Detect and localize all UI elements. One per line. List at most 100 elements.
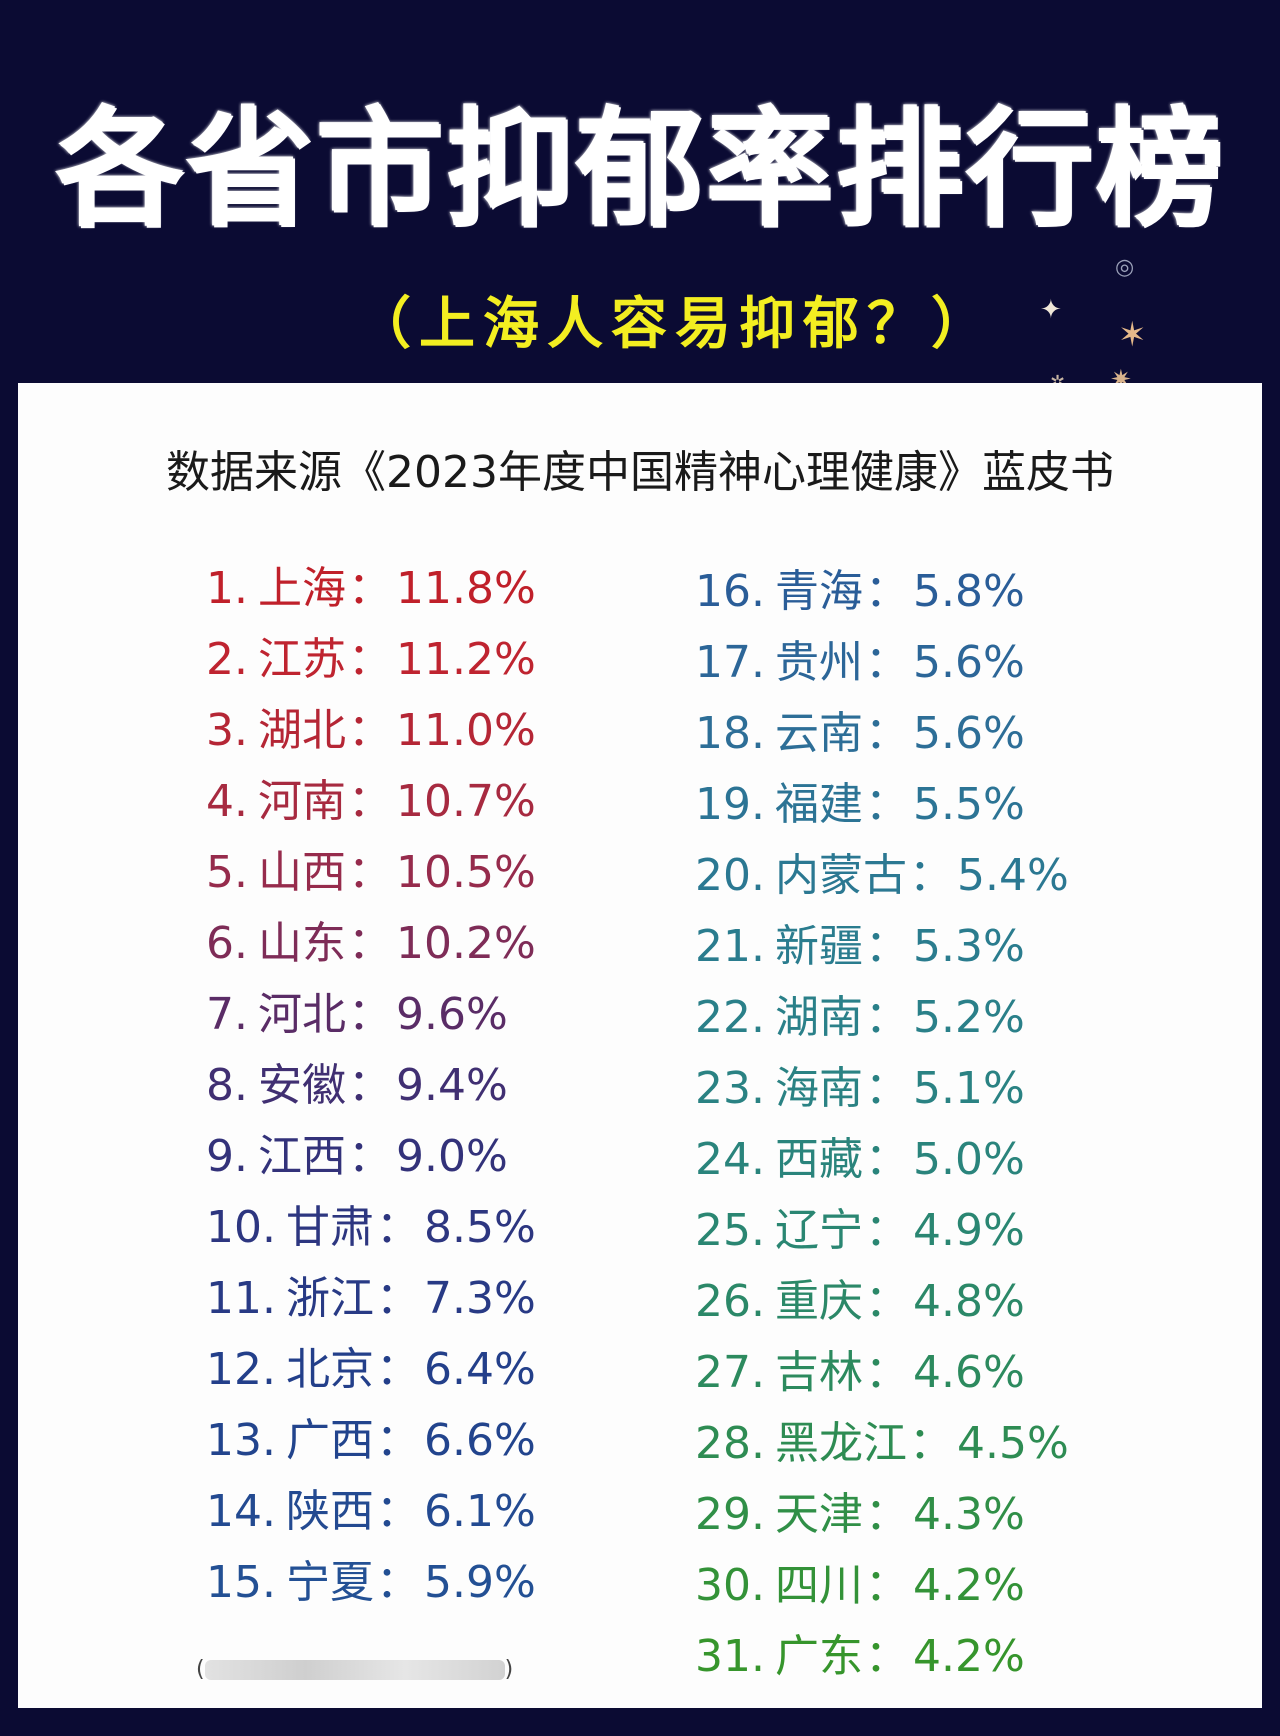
province-name: 天津 [774,1489,863,1540]
separator: ： [375,1557,420,1608]
separator: ： [347,634,392,685]
sparkle-icon: ◎ [1115,255,1135,280]
separator: ： [864,992,909,1043]
sparkle-icon: ✦ [1040,295,1062,325]
page-title: 各省市抑郁率排行榜 [54,95,1225,244]
depression-rate: 8.5% [423,1202,536,1253]
ranking-row: 27. 吉林：4.6% [695,1337,1069,1408]
separator: ： [347,1131,392,1182]
data-source-note: 数据来源《2023年度中国精神心理健康》蓝皮书 [166,447,1114,498]
province-name: 湖北 [257,705,346,756]
ranking-row: 24. 西藏：5.0% [695,1124,1069,1195]
ranking-row: 2. 江苏：11.2% [206,624,536,695]
depression-rate: 4.2% [912,1560,1025,1611]
ranking-row: 18. 云南：5.6% [695,698,1069,769]
ranking-row: 25. 辽宁：4.9% [695,1195,1069,1266]
province-name: 浙江 [285,1273,374,1324]
depression-rate: 9.6% [395,989,508,1040]
province-name: 江苏 [257,634,346,685]
ranking-number: 17. [695,637,765,688]
depression-rate: 4.5% [956,1418,1069,1469]
separator: ： [864,1631,909,1682]
ranking-number: 13. [206,1415,276,1466]
ranking-row: 5. 山西：10.5% [206,837,536,908]
ranking-number: 9. [206,1131,248,1182]
separator: ： [375,1273,420,1324]
depression-rate: 6.1% [423,1486,536,1537]
depression-rate: 10.2% [395,918,536,969]
ranking-row: 8. 安徽：9.4% [206,1050,536,1121]
ranking-row: 7. 河北：9.6% [206,979,536,1050]
province-name: 广东 [774,1631,863,1682]
depression-rate: 9.4% [395,1060,508,1111]
depression-rate: 5.5% [912,779,1025,830]
depression-rate: 9.0% [395,1131,508,1182]
ranking-number: 20. [695,850,765,901]
province-name: 西藏 [774,1134,863,1185]
ranking-number: 11. [206,1273,276,1324]
ranking-number: 3. [206,705,248,756]
ranking-row: 11. 浙江：7.3% [206,1263,536,1334]
province-name: 北京 [285,1344,374,1395]
depression-rate: 10.7% [395,776,536,827]
province-name: 贵州 [774,637,863,688]
depression-rate: 10.5% [395,847,536,898]
ranking-number: 28. [695,1418,765,1469]
ranking-row: 30. 四川：4.2% [695,1550,1069,1621]
ranking-row: 21. 新疆：5.3% [695,911,1069,982]
depression-rate: 5.3% [912,921,1025,972]
separator: ： [375,1486,420,1537]
ranking-number: 27. [695,1347,765,1398]
province-name: 吉林 [774,1347,863,1398]
separator: ： [347,776,392,827]
ranking-number: 18. [695,708,765,759]
separator: ： [347,989,392,1040]
depression-rate: 11.2% [395,634,536,685]
sparkle-icon: ✶ [1118,315,1147,355]
ranking-row: 9. 江西：9.0% [206,1121,536,1192]
ranking-row: 15. 宁夏：5.9% [206,1547,536,1618]
depression-rate: 11.0% [395,705,536,756]
ranking-number: 1. [206,563,248,614]
ranking-row: 1. 上海：11.8% [206,553,536,624]
ranking-row: 16. 青海：5.8% [695,556,1069,627]
separator: ： [864,1276,909,1327]
depression-rate: 4.3% [912,1489,1025,1540]
depression-rate: 5.4% [956,850,1069,901]
ranking-row: 29. 天津：4.3% [695,1479,1069,1550]
depression-rate: 5.6% [912,708,1025,759]
depression-rate: 5.0% [912,1134,1025,1185]
ranking-card: 数据来源《2023年度中国精神心理健康》蓝皮书 1. 上海：11.8% 2. 江苏：1… [18,383,1262,1708]
ranking-number: 8. [206,1060,248,1111]
province-name: 江西 [257,1131,346,1182]
ranking-number: 12. [206,1344,276,1395]
province-name: 福建 [774,779,863,830]
separator: ： [908,850,953,901]
ranking-number: 24. [695,1134,765,1185]
province-name: 黑龙江 [774,1418,907,1469]
separator: ： [864,637,909,688]
separator: ： [864,1063,909,1114]
province-name: 河北 [257,989,346,1040]
separator: ： [908,1418,953,1469]
ranking-number: 15. [206,1557,276,1608]
separator: ： [375,1202,420,1253]
ranking-number: 14. [206,1486,276,1537]
ranking-number: 22. [695,992,765,1043]
province-name: 甘肃 [285,1202,374,1253]
ranking-row: 28. 黑龙江：4.5% [695,1408,1069,1479]
separator: ： [864,1205,909,1256]
depression-rate: 7.3% [423,1273,536,1324]
province-name: 湖南 [774,992,863,1043]
ranking-number: 31. [695,1631,765,1682]
province-name: 宁夏 [285,1557,374,1608]
province-name: 山东 [257,918,346,969]
separator: ： [375,1344,420,1395]
province-name: 内蒙古 [774,850,907,901]
ranking-row: 4. 河南：10.7% [206,766,536,837]
ranking-row: 17. 贵州：5.6% [695,627,1069,698]
separator: ： [864,1489,909,1540]
separator: ： [347,847,392,898]
ranking-number: 26. [695,1276,765,1327]
page-subtitle: （上海人容易抑郁？） [355,292,995,357]
